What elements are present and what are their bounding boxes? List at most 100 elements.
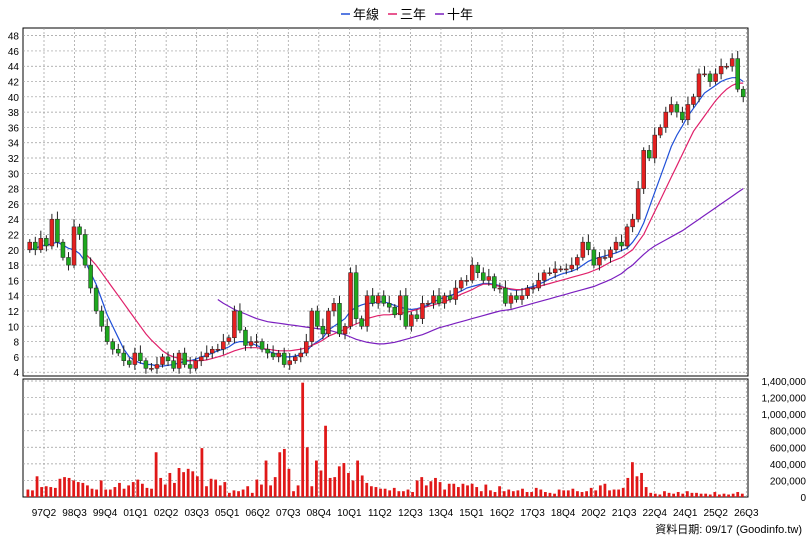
x-tick-label: 08Q4: [307, 508, 332, 519]
candle-body: [198, 356, 204, 361]
volume-bar: [731, 493, 735, 497]
legend-label: 十年: [447, 7, 473, 22]
volume-bar: [420, 477, 424, 497]
volume-bar: [443, 489, 447, 497]
price-tick-label: 24: [8, 215, 20, 226]
x-tick-label: 03Q3: [184, 508, 209, 519]
candle-body: [287, 360, 292, 365]
candle-body: [580, 241, 586, 258]
x-tick-label: 16Q2: [490, 508, 515, 519]
price-tick-label: 44: [8, 62, 20, 73]
volume-bar: [63, 477, 66, 497]
volume-bar: [58, 478, 62, 497]
price-tick-label: 38: [8, 108, 20, 119]
candle-body: [442, 295, 447, 304]
x-tick-label: 06Q2: [246, 508, 271, 519]
candle-body: [237, 310, 243, 331]
x-tick-label: 99Q4: [93, 508, 118, 519]
volume-bar: [392, 487, 396, 497]
volume-bar: [649, 492, 653, 497]
candle-body: [541, 272, 547, 281]
x-tick-label: 25Q2: [704, 508, 729, 519]
volume-bar: [598, 485, 602, 497]
volume-bar: [205, 486, 208, 497]
candle-body: [104, 326, 110, 342]
candle-body: [270, 352, 276, 358]
candle-body: [674, 104, 680, 113]
candle-body: [60, 241, 66, 258]
candle-body: [409, 314, 414, 327]
volume-bar: [626, 477, 630, 497]
candle-body: [38, 238, 44, 251]
price-tick-label: 4: [13, 368, 19, 379]
volume-panel: [22, 378, 749, 498]
volume-bar: [159, 477, 163, 497]
candle-body: [337, 303, 342, 335]
x-tick-label: 13Q4: [429, 508, 454, 519]
volume-bar: [704, 493, 708, 497]
candle-body: [497, 287, 503, 290]
candle-body: [265, 348, 270, 354]
volume-tick-label: 1,200,000: [762, 394, 807, 405]
volume-bar: [237, 491, 240, 497]
candle-body: [646, 150, 652, 159]
volume-bar: [530, 492, 534, 497]
x-tick-label: 17Q3: [520, 508, 545, 519]
volume-bar: [374, 487, 378, 497]
price-tick-label: 34: [8, 139, 20, 150]
candle-body: [658, 127, 663, 136]
volume-bar: [571, 488, 575, 497]
volume-bar: [452, 483, 456, 497]
volume-bar: [301, 382, 305, 497]
volume-bar: [718, 494, 721, 497]
x-tick-label: 98Q3: [62, 508, 87, 519]
volume-bar: [145, 487, 149, 497]
candle-body: [149, 368, 154, 370]
x-tick-label: 20Q2: [581, 508, 606, 519]
candle-body: [182, 352, 187, 365]
candle-body: [447, 295, 453, 300]
data-date-footer: 資料日期: 09/17 (Goodinfo.tw): [655, 522, 802, 536]
candle-body: [635, 188, 641, 220]
candle-body: [702, 73, 707, 76]
x-tick-label: 01Q1: [123, 508, 148, 519]
candle-body: [49, 218, 55, 247]
volume-bar: [589, 487, 593, 497]
volume-bar: [333, 477, 337, 497]
candle-body: [575, 257, 580, 266]
volume-bar: [163, 484, 167, 497]
candle-body: [176, 352, 182, 369]
volume-bar: [475, 487, 479, 497]
volume-bar: [681, 493, 685, 497]
volume-bar: [415, 480, 419, 497]
candle-body: [514, 295, 519, 300]
candle-body: [713, 73, 718, 82]
volume-bar: [214, 479, 218, 497]
candle-body: [475, 264, 481, 273]
candle-body: [33, 241, 38, 251]
candle-body: [519, 295, 525, 300]
candle-body: [630, 218, 635, 228]
volume-bar: [53, 487, 57, 497]
candle-body: [154, 364, 160, 369]
candle-body: [110, 341, 115, 350]
candle-body: [602, 257, 608, 259]
x-tick-label: 26Q3: [734, 508, 759, 519]
candle-body: [77, 226, 82, 235]
candle-body: [420, 303, 425, 319]
candle-body: [232, 310, 237, 339]
candle-body: [204, 352, 209, 358]
candle-body: [193, 360, 198, 369]
volume-bar: [447, 483, 451, 497]
volume-bar: [223, 482, 227, 497]
candle-body: [143, 360, 149, 369]
volume-bar: [140, 483, 144, 497]
volume-bar: [154, 452, 158, 497]
volume-bar: [342, 463, 346, 497]
candle-body: [254, 341, 259, 343]
candle-body: [215, 348, 221, 351]
volume-bar: [617, 489, 621, 497]
candle-body: [481, 272, 486, 281]
volume-bar: [255, 479, 259, 497]
